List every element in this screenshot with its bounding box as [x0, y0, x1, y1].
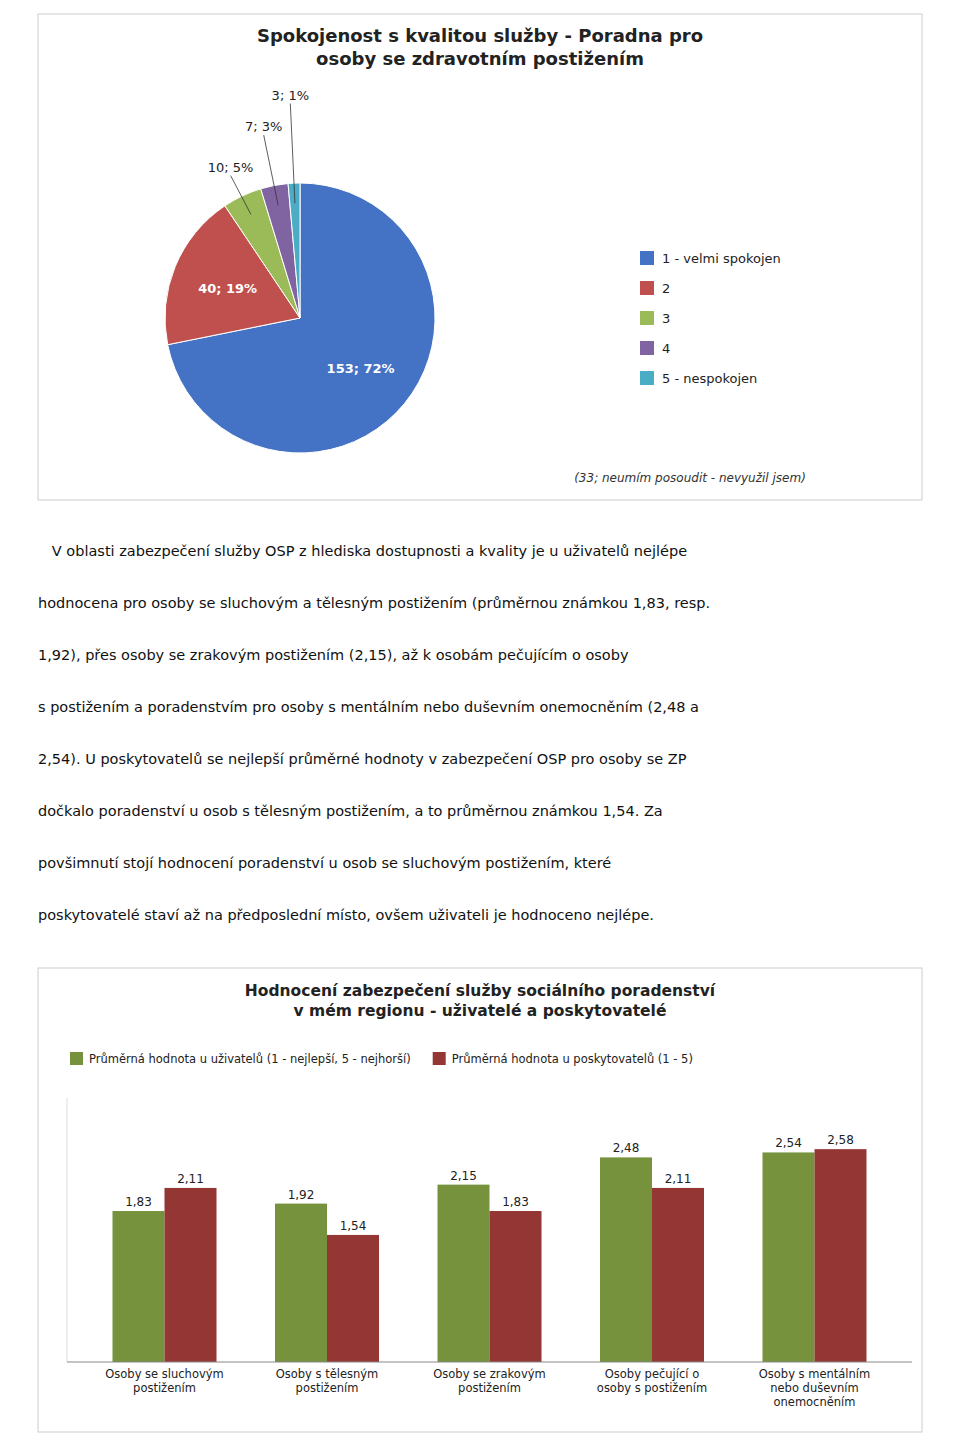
bar-chart: Hodnocení zabezpečení služby sociálního … [38, 968, 922, 1432]
x-tick-label: Osoby se zrakovýmpostižením [433, 1367, 545, 1395]
x-tick-label: Osoby pečující oosoby s postižením [597, 1367, 707, 1395]
x-tick-label: Osoby se sluchovýmpostižením [105, 1367, 224, 1395]
pie-label: 40; 19% [198, 281, 257, 296]
text-line: dočkalo poradenství u osob s tělesným po… [38, 803, 663, 819]
pie-label: 7; 3% [245, 119, 282, 134]
pie-label: 10; 5% [208, 160, 254, 175]
bar [275, 1204, 327, 1362]
text-line: 2,54). U poskytovatelů se nejlepší průmě… [38, 751, 687, 767]
pie-leader-line [290, 104, 295, 204]
text-line: hodnocena pro osoby se sluchovým a těles… [38, 595, 710, 611]
bars [113, 1149, 867, 1362]
x-axis-line [67, 1362, 912, 1363]
bar [165, 1188, 217, 1362]
pie-label: 153; 72% [327, 361, 395, 376]
bar [763, 1152, 815, 1362]
legend-swatch [640, 251, 654, 265]
bar-panel [38, 968, 922, 1432]
text-line: V oblasti zabezpečení služby OSP z hledi… [38, 543, 687, 559]
legend-swatch [70, 1052, 83, 1065]
x-tick-labels: Osoby se sluchovýmpostižením Osoby s těle… [105, 1367, 870, 1409]
text-line: poskytovatelé staví až na předposlední m… [38, 907, 654, 923]
legend-swatch [640, 281, 654, 295]
text-line: 1,92), přes osoby se zrakovým postižením… [38, 647, 629, 663]
text-block: V oblasti zabezpečení služby OSP z hledi… [38, 543, 710, 923]
bar-value-label: 2,15 [450, 1169, 477, 1183]
bar-title: Hodnocení zabezpečení služby sociálního … [245, 982, 716, 1020]
x-tick-label: Osoby s mentálnímnebo duševnímonemocnění… [759, 1367, 871, 1409]
pie-chart: Spokojenost s kvalitou služby - Poradna … [38, 14, 922, 500]
pie-title: Spokojenost s kvalitou služby - Poradna … [257, 25, 703, 69]
y-axis-line [67, 1098, 68, 1362]
legend-label: 5 - nespokojen [662, 371, 757, 386]
bar-value-label: 2,11 [665, 1172, 692, 1186]
bar [815, 1149, 867, 1362]
bar [490, 1211, 542, 1362]
bar-value-label: 1,83 [502, 1195, 529, 1209]
bar-value-label: 2,54 [775, 1136, 802, 1150]
background [0, 0, 960, 1438]
legend-label: 4 [662, 341, 670, 356]
pie-labels: 153; 72% 40; 19% 10; 5% 7; 3% 3; 1% [198, 88, 394, 376]
legend-label: 1 - velmi spokojen [662, 251, 781, 266]
pie-panel [38, 14, 922, 500]
pie-leader-line [264, 135, 278, 205]
legend-label: Průměrná hodnota u poskytovatelů (1 - 5) [452, 1052, 693, 1066]
bar-value-label: 2,11 [177, 1172, 204, 1186]
bar [327, 1235, 379, 1362]
bar-legend: Průměrná hodnota u uživatelů (1 - nejlep… [70, 1052, 693, 1066]
bar-value-label: 1,92 [288, 1188, 315, 1202]
bar [600, 1157, 652, 1362]
pie-slice [288, 183, 300, 318]
bar-value-label: 1,83 [125, 1195, 152, 1209]
bar [652, 1188, 704, 1362]
bar [113, 1211, 165, 1362]
bar-value-labels: 1,83 1,92 2,15 2,48 2,54 2,11 1,54 1,83 2,11 2,58 [125, 1133, 854, 1233]
bar-value-label: 2,48 [613, 1141, 640, 1155]
legend-swatch [640, 311, 654, 325]
legend-swatch [640, 341, 654, 355]
legend-label: 2 [662, 281, 670, 296]
legend-label: Průměrná hodnota u uživatelů (1 - nejlep… [89, 1052, 411, 1066]
bar-value-label: 2,58 [827, 1133, 854, 1147]
x-tick-label: Osoby s tělesnýmpostižením [276, 1367, 379, 1395]
legend-label: 3 [662, 311, 670, 326]
text-line: s postižením a poradenstvím pro osoby s … [38, 699, 699, 715]
text-line: povšimnutí stojí hodnocení poradenství u… [38, 855, 611, 871]
pie-slice [261, 184, 300, 318]
bar [438, 1185, 490, 1362]
legend-swatch [433, 1052, 446, 1065]
bar-value-label: 1,54 [340, 1219, 367, 1233]
page: Spokojenost s kvalitou služby - Poradna … [0, 0, 960, 1438]
pie-slices [165, 183, 435, 453]
pie-leader-line [231, 176, 251, 215]
pie-legend: 1 - velmi spokojen 2 3 4 5 - nespokojen [640, 251, 781, 386]
pie-label: 3; 1% [272, 88, 309, 103]
legend-swatch [640, 371, 654, 385]
pie-note: (33; neumím posoudit - nevyužil jsem) [574, 471, 806, 485]
